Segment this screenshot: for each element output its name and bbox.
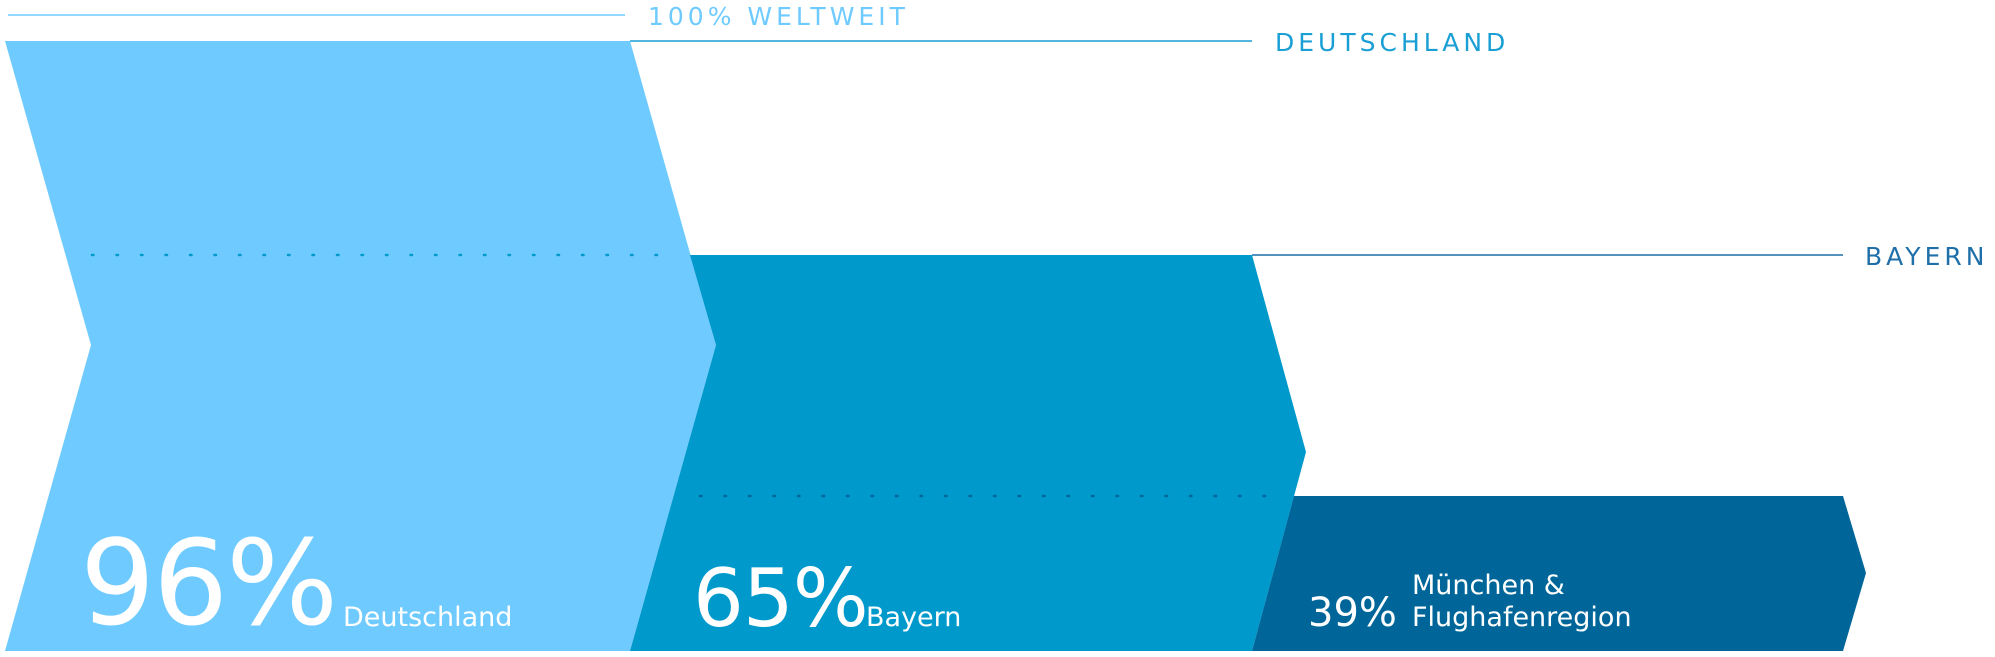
- value-deutschland: 96%: [80, 514, 336, 652]
- label-bayern: Bayern: [866, 602, 961, 633]
- level-label-bavaria: BAYERN: [1865, 242, 1988, 271]
- label-deutschland: Deutschland: [343, 602, 512, 633]
- level-label-germany: DEUTSCHLAND: [1275, 28, 1509, 57]
- value-bayern: 65%: [693, 552, 868, 645]
- level-label-world: 100% WELTWEIT: [648, 2, 909, 31]
- band-muenchen: [1252, 496, 1866, 651]
- label-muenchen-line1: München &: [1412, 570, 1565, 601]
- value-muenchen: 39%: [1308, 590, 1397, 636]
- label-muenchen-line2: Flughafenregion: [1412, 602, 1632, 633]
- band-bayern: [630, 255, 1306, 651]
- band-deutschland: [5, 41, 716, 651]
